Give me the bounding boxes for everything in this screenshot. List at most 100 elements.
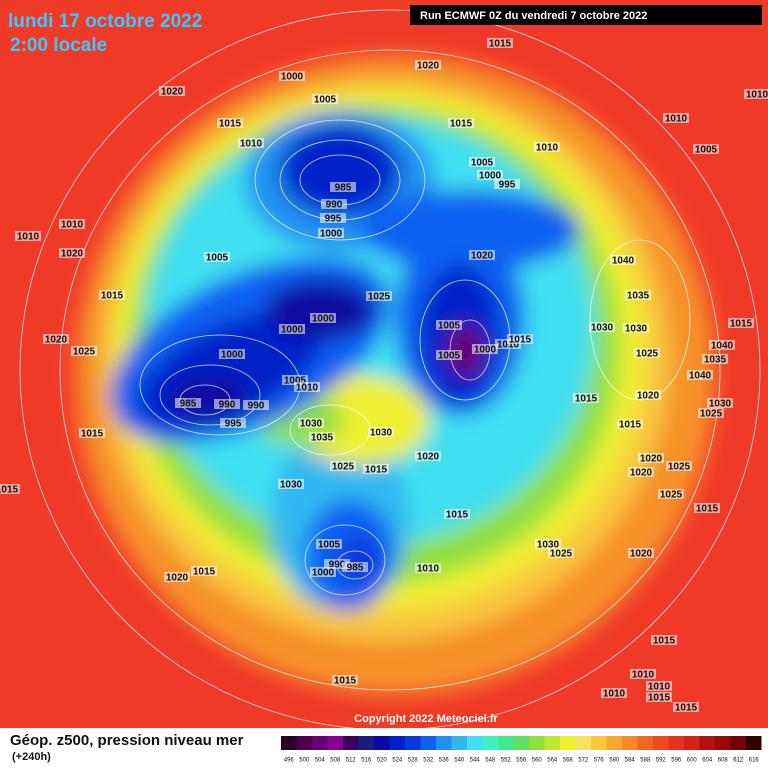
isobar-label: 1015 bbox=[619, 420, 642, 431]
label-bg bbox=[332, 675, 358, 685]
isobar-label: 1035 bbox=[311, 433, 334, 444]
isobar-label: 1005 bbox=[206, 253, 229, 264]
scale-swatch bbox=[420, 736, 436, 750]
scale-label: 612 bbox=[733, 758, 744, 764]
scale-swatch bbox=[513, 736, 529, 750]
isobar-label: 1000 bbox=[221, 350, 244, 361]
scale-swatch bbox=[482, 736, 498, 750]
isobar-label: 1005 bbox=[438, 321, 461, 332]
scale-swatch bbox=[296, 736, 312, 750]
isobar-label: 1015 bbox=[575, 394, 598, 405]
isobar-label: 1015 bbox=[648, 693, 671, 704]
scale-swatch bbox=[622, 736, 638, 750]
label-bg bbox=[601, 688, 627, 698]
isobar-label: 1040 bbox=[689, 371, 712, 382]
label-bg bbox=[204, 252, 230, 262]
label-bg bbox=[610, 255, 636, 265]
scale-swatch bbox=[312, 736, 328, 750]
label-bg bbox=[164, 572, 190, 582]
isobar-label: 985 bbox=[347, 563, 364, 574]
scale-swatch bbox=[358, 736, 374, 750]
isobar-label: 1020 bbox=[630, 549, 653, 560]
scale-swatch bbox=[529, 736, 545, 750]
label-bg bbox=[728, 318, 754, 328]
label-bg bbox=[363, 464, 389, 474]
scale-label: 608 bbox=[718, 758, 729, 764]
label-bg bbox=[310, 567, 336, 577]
isobar-label: 990 bbox=[248, 401, 265, 412]
scale-label: 552 bbox=[501, 758, 512, 764]
isobar-label: 1005 bbox=[284, 376, 307, 387]
isobar-label: 1020 bbox=[471, 251, 494, 262]
isobar-label: 1005 bbox=[314, 95, 337, 106]
scale-label: 584 bbox=[625, 758, 636, 764]
isobar-label: 1030 bbox=[709, 399, 732, 410]
isobar-label: 1015 bbox=[81, 429, 104, 440]
isobar-label: 1015 bbox=[0, 485, 19, 496]
isobar-label: 1025 bbox=[668, 462, 691, 473]
isobar-label: 1015 bbox=[365, 465, 388, 476]
label-bg bbox=[436, 320, 462, 330]
isobar-label: 995 bbox=[225, 419, 242, 430]
label-bg bbox=[243, 400, 269, 410]
isobar-label: 1030 bbox=[300, 419, 323, 430]
scale-label: 564 bbox=[547, 758, 558, 764]
label-bg bbox=[625, 290, 651, 300]
isobar-label: 990 bbox=[219, 400, 236, 411]
run: Run ECMWF 0Z du vendredi 7 octobre 2022 bbox=[420, 10, 647, 22]
label-bg bbox=[220, 418, 246, 428]
label-bg bbox=[175, 398, 201, 408]
isobar-label: 1000 bbox=[281, 325, 304, 336]
scale-label: 604 bbox=[702, 758, 713, 764]
label-bg bbox=[318, 228, 344, 238]
scale-label: 532 bbox=[423, 758, 434, 764]
isobar-labels: 1015 1020 1000 1020 1005 1015 1015 1010 1010 1010… bbox=[0, 38, 768, 714]
isobar-label: 995 bbox=[499, 180, 516, 191]
isobar-label: 1015 bbox=[675, 703, 698, 714]
copyright: Copyright 2022 Meteociel.fr bbox=[354, 713, 498, 725]
label-bg bbox=[312, 94, 338, 104]
isobar-label: 1020 bbox=[637, 391, 660, 402]
label-bg bbox=[744, 89, 768, 99]
scale-label: 544 bbox=[470, 758, 481, 764]
label-bg bbox=[487, 38, 513, 48]
isobar-label: 985 bbox=[180, 399, 197, 410]
isobar-label: 1010 bbox=[240, 139, 263, 150]
scale-swatch bbox=[637, 736, 653, 750]
label-bg bbox=[79, 428, 105, 438]
isobar-label: 1015 bbox=[101, 291, 124, 302]
label-bg bbox=[99, 290, 125, 300]
label-bg bbox=[368, 427, 394, 437]
isobar-label: 1025 bbox=[368, 292, 391, 303]
label-bg bbox=[693, 144, 719, 154]
isobar-label: 1025 bbox=[550, 549, 573, 560]
isobar-label: 1010 bbox=[296, 383, 319, 394]
scale-label: 496 bbox=[284, 758, 295, 764]
isobar-label: 1030 bbox=[625, 324, 648, 335]
isobar-label: 1015 bbox=[450, 119, 473, 130]
label-bg bbox=[658, 489, 684, 499]
isobar-label: 1010 bbox=[61, 220, 84, 231]
label-bg bbox=[628, 467, 654, 477]
scale-swatch bbox=[498, 736, 514, 750]
scale-label: 524 bbox=[392, 758, 403, 764]
label-bg bbox=[634, 348, 660, 358]
isobar-label: 1025 bbox=[73, 347, 96, 358]
isobar-label: 1000 bbox=[474, 345, 497, 356]
label-bg bbox=[43, 334, 69, 344]
label-bg bbox=[191, 566, 217, 576]
isobar-label: 1000 bbox=[312, 314, 335, 325]
scale-swatch bbox=[374, 736, 390, 750]
label-bg bbox=[330, 182, 356, 192]
isobar-label: 985 bbox=[335, 183, 352, 194]
scale-swatch bbox=[575, 736, 591, 750]
scale-swatch bbox=[715, 736, 731, 750]
isobar-label: 990 bbox=[326, 200, 343, 211]
isobar-label: 1035 bbox=[704, 355, 727, 366]
time: 2:00 locale bbox=[10, 35, 107, 56]
label-bg bbox=[477, 170, 503, 180]
isobar-label: 1010 bbox=[417, 564, 440, 575]
label-bg bbox=[415, 451, 441, 461]
isobar-label: 1030 bbox=[370, 428, 393, 439]
